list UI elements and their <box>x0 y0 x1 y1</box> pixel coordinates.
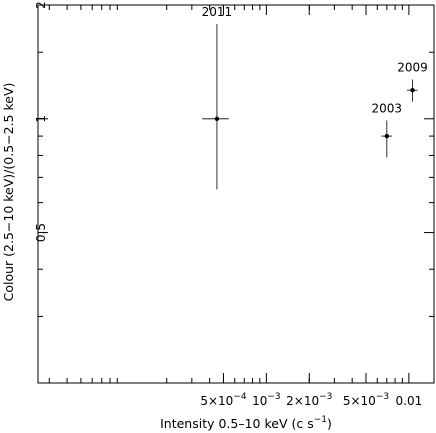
y-tick-label: 0.5 <box>34 223 48 242</box>
data-marker <box>384 133 390 139</box>
data-marker <box>410 88 415 93</box>
x-tick-label: 0.01 <box>396 394 423 408</box>
x-tick-exponent: −3 <box>319 392 332 402</box>
data-points: 2011 2003 2009 <box>202 5 428 190</box>
point-label: 2011 <box>202 5 233 19</box>
x-tick-label: 2×10−3 <box>286 392 332 408</box>
y-axis-title: Colour (2.5−10 keV)/(0.5−2.5 keV) <box>1 83 16 302</box>
x-tick-mantissa: 5×10 <box>343 394 376 408</box>
y-tick-label: 1 <box>34 115 48 123</box>
x-tick-label: 5×10−4 <box>200 392 247 408</box>
plot-frame <box>37 4 435 384</box>
x-tick-mantissa: 5×10 <box>200 394 233 408</box>
data-marker <box>214 116 220 121</box>
x-tick-exponent: −3 <box>376 392 389 402</box>
data-point-2011: 2011 <box>202 5 233 190</box>
x-tick-exponent: −3 <box>267 392 280 402</box>
point-label: 2009 <box>397 61 428 75</box>
data-point-2009: 2009 <box>397 61 428 102</box>
x-tick-mantissa: 2×10 <box>286 394 319 408</box>
y-tick-label: 2 <box>34 1 48 9</box>
data-point-2003: 2003 <box>372 101 403 158</box>
point-label: 2003 <box>372 101 403 115</box>
x-axis-title: Intensity 0.5–10 keV (c s−1) <box>160 415 332 431</box>
x-tick-label: 10−3 <box>252 392 281 408</box>
x-tick-mantissa: 10 <box>252 394 267 408</box>
x-tick-exponent: −4 <box>233 392 247 402</box>
x-tick-mantissa: 0.01 <box>396 394 423 408</box>
x-tick-label: 5×10−3 <box>343 392 389 408</box>
